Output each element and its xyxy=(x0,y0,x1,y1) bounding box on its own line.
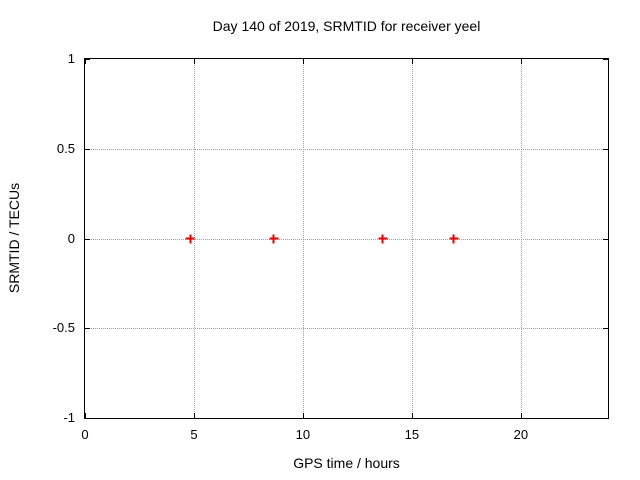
plot-area: 0 5 10 15 20 1 0.5 0 -0.5 -1 xyxy=(53,51,609,442)
x-axis-label: GPS time / hours xyxy=(293,455,400,471)
data-point-marker xyxy=(378,234,388,243)
x-tick-label: 5 xyxy=(190,427,198,442)
x-tick-mark-top xyxy=(302,59,304,64)
x-tick-mark-bottom xyxy=(85,413,86,418)
y-tick-mark-left xyxy=(85,59,90,60)
marker-vertical-stroke xyxy=(452,234,455,243)
y-tick-mark-left xyxy=(85,238,90,240)
y-tick-label: 1 xyxy=(67,51,75,67)
y-tick-mark-right xyxy=(603,59,608,60)
marker-vertical-stroke xyxy=(189,234,192,243)
chart-title: Day 140 of 2019, SRMTID for receiver yee… xyxy=(212,18,481,34)
marker-vertical-stroke xyxy=(381,234,384,243)
data-point-marker xyxy=(449,234,459,243)
y-tick-label: 0.5 xyxy=(56,140,75,156)
x-tick-label: 10 xyxy=(295,427,311,442)
y-axis-label: SRMTID / TECUs xyxy=(6,182,22,294)
x-tick-mark-bottom xyxy=(520,413,522,418)
y-tick-mark-right xyxy=(603,238,608,240)
y-tick-mark-left xyxy=(85,148,90,150)
y-tick-mark-right xyxy=(603,328,608,330)
x-tick-label: 20 xyxy=(513,427,529,442)
y-tick-label: 0 xyxy=(67,230,75,246)
marker-vertical-stroke xyxy=(272,234,275,243)
x-tick-mark-top xyxy=(411,59,413,64)
data-point-marker xyxy=(269,234,279,243)
data-point-marker xyxy=(185,234,195,243)
x-tick-mark-top xyxy=(193,59,195,64)
y-tick-mark-right xyxy=(603,418,608,419)
y-tick-label: -1 xyxy=(63,410,75,426)
x-tick-label: 15 xyxy=(404,427,420,442)
y-tick-mark-left xyxy=(85,328,90,330)
x-tick-mark-top xyxy=(520,59,522,64)
y-tick-mark-left xyxy=(85,418,90,419)
x-tick-label: 0 xyxy=(81,427,89,442)
x-tick-mark-top xyxy=(85,59,86,64)
grid-line-horizontal xyxy=(85,238,608,240)
x-tick-mark-bottom xyxy=(193,413,195,418)
x-tick-mark-bottom xyxy=(411,413,413,418)
grid-line-horizontal xyxy=(85,328,608,330)
x-tick-mark-bottom xyxy=(302,413,304,418)
grid-line-horizontal xyxy=(85,148,608,150)
y-tick-mark-right xyxy=(603,148,608,150)
y-tick-label: -0.5 xyxy=(52,320,75,336)
